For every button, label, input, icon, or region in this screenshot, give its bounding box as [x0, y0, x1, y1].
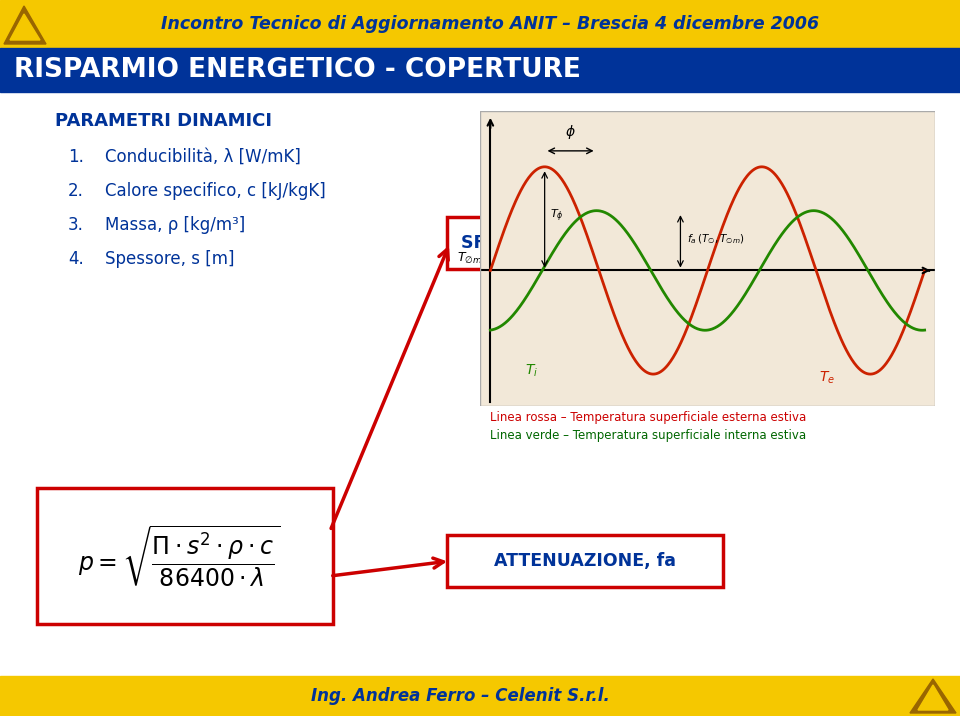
Text: 1.: 1.: [68, 148, 84, 166]
Text: $\phi$: $\phi$: [565, 123, 576, 141]
Text: Spessore, s [m]: Spessore, s [m]: [105, 250, 234, 268]
Bar: [480, 111, 935, 406]
Text: $f_a\,(T_{\varnothing}, T_{\varnothing m})$: $f_a\,(T_{\varnothing}, T_{\varnothing m…: [687, 233, 745, 246]
Text: 2.: 2.: [68, 182, 84, 200]
Bar: [2, 2, 46, 46]
Text: ATTENUAZIONE, fa: ATTENUAZIONE, fa: [494, 552, 676, 570]
FancyBboxPatch shape: [447, 535, 723, 587]
Text: $T_{\varnothing m}$: $T_{\varnothing m}$: [457, 251, 482, 266]
Text: $p = \sqrt{\dfrac{\Pi \cdot s^2 \cdot \rho \cdot c}{86400 \cdot \lambda}}$: $p = \sqrt{\dfrac{\Pi \cdot s^2 \cdot \r…: [78, 523, 280, 589]
Text: Linea rossa – Temperatura superficiale esterna estiva: Linea rossa – Temperatura superficiale e…: [490, 411, 806, 424]
Polygon shape: [910, 679, 956, 713]
Text: Massa, ρ [kg/m³]: Massa, ρ [kg/m³]: [105, 216, 245, 234]
Text: RISPARMIO ENERGETICO - COPERTURE: RISPARMIO ENERGETICO - COPERTURE: [14, 57, 581, 83]
FancyBboxPatch shape: [447, 217, 843, 269]
Text: $T_\phi$: $T_\phi$: [550, 208, 564, 224]
Bar: [0, 48, 960, 92]
Text: PARAMETRI DINAMICI: PARAMETRI DINAMICI: [55, 112, 272, 130]
Text: Calore specifico, c [kJ/kgK]: Calore specifico, c [kJ/kgK]: [105, 182, 325, 200]
Text: Linea verde – Temperatura superficiale interna estiva: Linea verde – Temperatura superficiale i…: [490, 429, 806, 442]
Text: 4.: 4.: [68, 250, 84, 268]
Text: 3.: 3.: [68, 216, 84, 234]
Polygon shape: [918, 685, 948, 710]
Text: Incontro Tecnico di Aggiornamento ANIT – Brescia 4 dicembre 2006: Incontro Tecnico di Aggiornamento ANIT –…: [161, 15, 819, 33]
Text: Ing. Andrea Ferro – Celenit S.r.l.: Ing. Andrea Ferro – Celenit S.r.l.: [311, 687, 610, 705]
Text: $T_i$: $T_i$: [525, 362, 538, 379]
Polygon shape: [10, 14, 40, 40]
Text: $T_e$: $T_e$: [819, 370, 834, 387]
Text: SFASAMENTO DELL’ONDA TERMICA, Φ: SFASAMENTO DELL’ONDA TERMICA, Φ: [461, 234, 828, 252]
FancyBboxPatch shape: [37, 488, 333, 624]
Text: Conducibilità, λ [W/mK]: Conducibilità, λ [W/mK]: [105, 148, 300, 166]
Bar: [0, 676, 960, 716]
Bar: [0, 0, 960, 48]
Polygon shape: [4, 6, 46, 44]
